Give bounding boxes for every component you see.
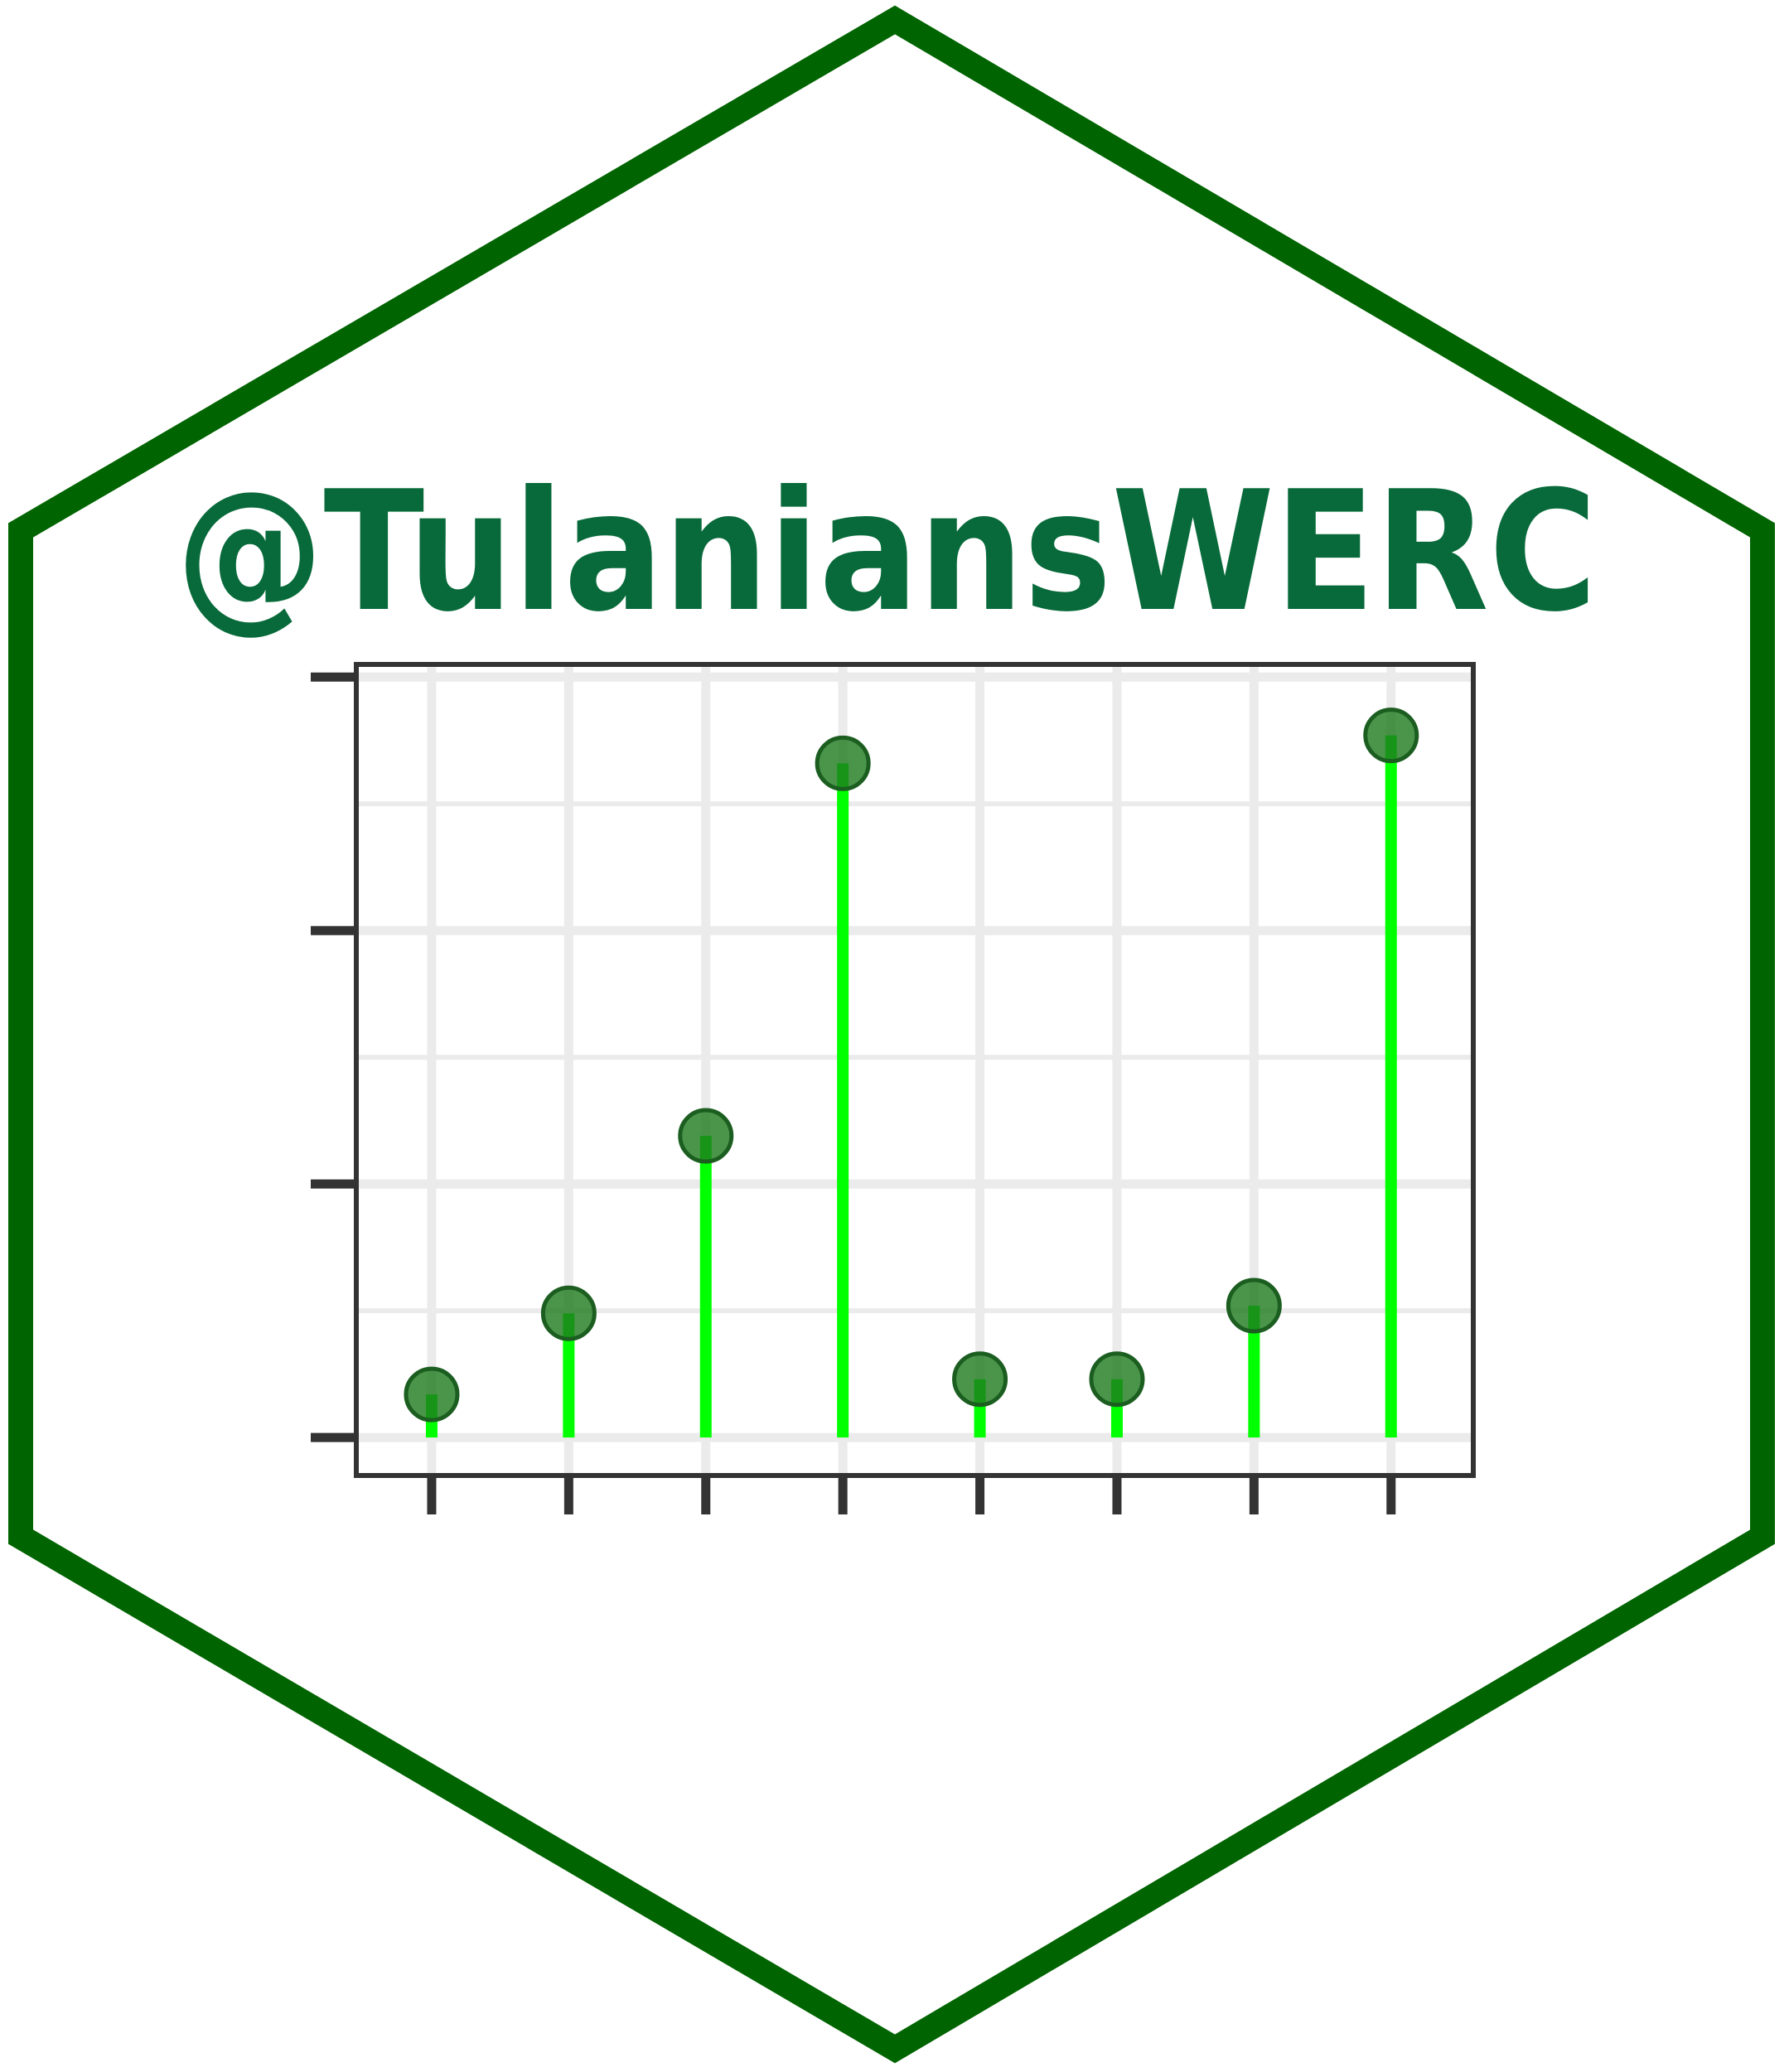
plot-panel <box>356 664 1473 1476</box>
y-axis-ticks <box>311 672 356 1442</box>
x-axis-ticks <box>427 1476 1396 1514</box>
point-4 <box>815 735 871 791</box>
point-3 <box>678 1108 734 1164</box>
point-6 <box>1089 1351 1145 1408</box>
plot-frame <box>354 662 1476 1478</box>
point-8 <box>1363 708 1419 764</box>
points <box>404 708 1419 1422</box>
point-1 <box>404 1366 460 1422</box>
lollipop-chart <box>311 662 1476 1514</box>
handle-title: @TulaniansWERC <box>176 456 1598 649</box>
point-5 <box>952 1351 1008 1408</box>
point-7 <box>1226 1277 1282 1334</box>
point-2 <box>540 1285 597 1341</box>
